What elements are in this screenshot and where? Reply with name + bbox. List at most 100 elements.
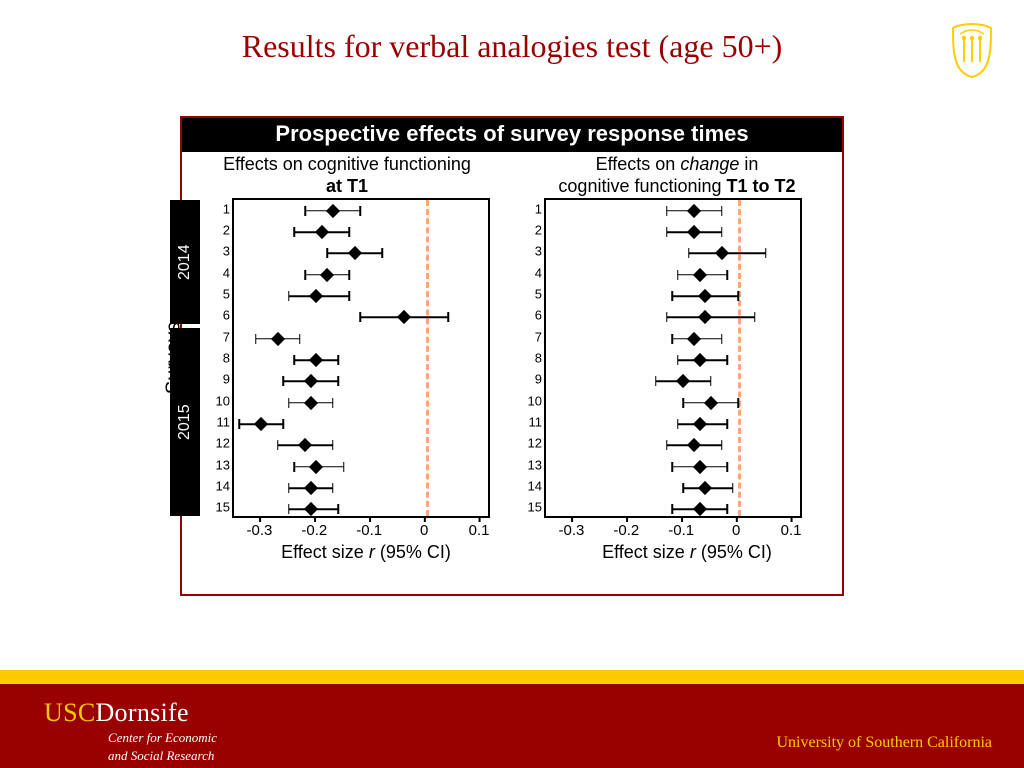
row-number: 3 (535, 245, 542, 258)
zero-reference-line (426, 200, 429, 516)
ci-cap (754, 312, 756, 322)
point-estimate (309, 353, 323, 367)
footer-red-bar: USCDornsife Center for Economic and Soci… (0, 684, 1024, 768)
plot-left-wrap: Surveys 20142015 123456789101112131415 -… (232, 198, 500, 518)
row-number: 10 (216, 394, 230, 407)
point-estimate (693, 353, 707, 367)
row-number: 2 (223, 224, 230, 237)
point-estimate (698, 310, 712, 324)
row-number: 8 (535, 352, 542, 365)
ci-cap (332, 483, 334, 493)
x-tick: 0.1 (469, 522, 490, 539)
point-estimate (687, 438, 701, 452)
x-tick: 0.1 (781, 522, 802, 539)
ci-cap (447, 312, 449, 322)
ci-cap (655, 376, 657, 386)
x-tick: 0 (732, 522, 740, 539)
ci-cap (332, 440, 334, 450)
row-number: 12 (216, 437, 230, 450)
ci-cap (288, 291, 290, 301)
university-name: University of Southern California (776, 734, 992, 752)
point-estimate (304, 481, 318, 495)
point-estimate (326, 204, 340, 218)
panel-right-title: Effects on change in cognitive functioni… (512, 152, 842, 198)
ci-cap (349, 291, 351, 301)
row-number: 3 (223, 245, 230, 258)
forest-plot-right (544, 198, 802, 518)
row-number: 4 (535, 266, 542, 279)
x-tick: 0 (420, 522, 428, 539)
point-estimate (693, 460, 707, 474)
ci-cap (672, 291, 674, 301)
ci-cap (294, 462, 296, 472)
point-estimate (687, 225, 701, 239)
ci-cap (283, 376, 285, 386)
usc-dornsife-logo: USCDornsife Center for Economic and Soci… (44, 698, 217, 765)
point-estimate (704, 396, 718, 410)
ci-cap (288, 504, 290, 514)
point-estimate (715, 246, 729, 260)
ci-cap (338, 504, 340, 514)
row-number: 9 (223, 373, 230, 386)
ci-cap (666, 227, 668, 237)
point-estimate (309, 460, 323, 474)
ci-cap (682, 398, 684, 408)
ci-cap (726, 270, 728, 280)
ci-cap (299, 334, 301, 344)
logo-subtitle-1: Center for Economic (108, 730, 217, 746)
row-number: 5 (223, 288, 230, 301)
x-tick: -0.1 (668, 522, 694, 539)
row-number: 15 (528, 501, 542, 514)
ci-cap (737, 291, 739, 301)
point-estimate (687, 204, 701, 218)
ci-cap (381, 248, 383, 258)
row-number: 14 (528, 480, 542, 493)
row-number: 15 (216, 501, 230, 514)
chart-title: Prospective effects of survey response t… (182, 118, 842, 152)
ci-cap (721, 334, 723, 344)
point-estimate (315, 225, 329, 239)
row-number: 7 (535, 330, 542, 343)
x-axis-label-right: Effect size r (95% CI) (544, 542, 830, 563)
ci-cap (710, 376, 712, 386)
ci-cap (726, 419, 728, 429)
ci-cap (726, 504, 728, 514)
chart-container: Prospective effects of survey response t… (180, 116, 844, 596)
ci-cap (666, 312, 668, 322)
point-estimate (304, 502, 318, 516)
row-numbers-left: 123456789101112131415 (204, 198, 230, 518)
ci-cap (343, 462, 345, 472)
ci-cap (338, 376, 340, 386)
ci-cap (765, 248, 767, 258)
row-number: 7 (223, 330, 230, 343)
point-estimate (693, 417, 707, 431)
survey-year-group: 2014 (170, 200, 200, 324)
row-number: 13 (528, 458, 542, 471)
row-number: 14 (216, 480, 230, 493)
ci-cap (349, 227, 351, 237)
point-estimate (693, 268, 707, 282)
point-estimate (298, 438, 312, 452)
ci-cap (360, 206, 362, 216)
ci-cap (332, 398, 334, 408)
point-estimate (309, 289, 323, 303)
zero-reference-line (738, 200, 741, 516)
ci-cap (294, 227, 296, 237)
forest-plot-left (232, 198, 490, 518)
ci-cap (721, 227, 723, 237)
ci-cap (283, 419, 285, 429)
ci-cap (305, 270, 307, 280)
point-estimate (304, 396, 318, 410)
row-number: 1 (535, 202, 542, 215)
ci-cap (327, 248, 329, 258)
ci-cap (672, 504, 674, 514)
ci-cap (677, 270, 679, 280)
panel-left-title: Effects on cognitive functioning at T1 (182, 152, 512, 198)
chart-panels: Effects on cognitive functioning at T1 S… (182, 152, 842, 592)
point-estimate (693, 502, 707, 516)
survey-group-labels: 20142015 (170, 198, 200, 518)
row-number: 10 (528, 394, 542, 407)
point-estimate (271, 332, 285, 346)
ci-cap (672, 334, 674, 344)
logo-usc-text: USC (44, 698, 95, 727)
